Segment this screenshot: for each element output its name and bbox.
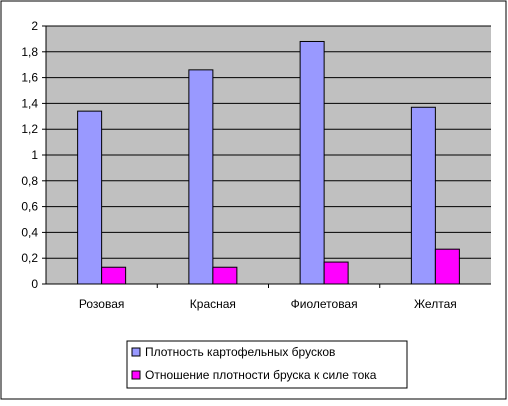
legend-swatch-ratio bbox=[131, 370, 141, 380]
axes bbox=[42, 25, 491, 288]
y-tick-label: 1,8 bbox=[21, 45, 38, 59]
y-tick-label: 0,4 bbox=[21, 225, 38, 239]
y-tick-label: 1,2 bbox=[21, 122, 38, 136]
x-tick-label: Красная bbox=[190, 297, 236, 311]
bar-ratio-2 bbox=[212, 266, 238, 285]
y-tick-label: 0 bbox=[31, 277, 38, 291]
x-tick-label: Фиолетовая bbox=[291, 297, 358, 311]
y-tick-label: 1 bbox=[31, 148, 38, 162]
y-tick-label: 2 bbox=[31, 19, 38, 33]
legend-label-ratio: Отношение плотности бруска к силе тока bbox=[145, 368, 377, 382]
legend: Плотность картофельных брусков Отношение… bbox=[126, 340, 408, 389]
x-tick-label: Желтая bbox=[414, 297, 457, 311]
x-tick-labels: Розовая Красная Фиолетовая Желтая bbox=[79, 297, 457, 311]
y-tick-label: 0,2 bbox=[21, 251, 38, 265]
bar-ratio-1 bbox=[101, 266, 127, 285]
legend-swatch-density bbox=[131, 347, 141, 357]
x-tick-label: Розовая bbox=[79, 297, 124, 311]
bars bbox=[77, 40, 460, 285]
legend-box bbox=[126, 340, 408, 389]
bar-ratio-4 bbox=[434, 248, 460, 285]
y-tick-label: 0,8 bbox=[21, 174, 38, 188]
y-tick-labels: 0 0,2 0,4 0,6 0,8 1 1,2 1,4 1,6 1,8 2 bbox=[21, 19, 38, 291]
legend-label-density: Плотность картофельных брусков bbox=[145, 345, 335, 359]
bar-density-4 bbox=[410, 106, 436, 285]
bar-density-3 bbox=[299, 40, 325, 285]
y-tick-label: 0,6 bbox=[21, 200, 38, 214]
bar-density-1 bbox=[77, 110, 103, 285]
y-tick-label: 1,6 bbox=[21, 71, 38, 85]
bar-ratio-3 bbox=[323, 261, 349, 285]
y-tick-label: 1,4 bbox=[21, 96, 38, 110]
bar-density-2 bbox=[188, 69, 214, 285]
